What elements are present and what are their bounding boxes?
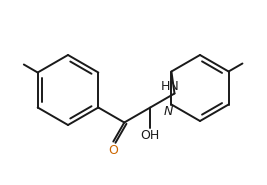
Text: HN: HN <box>161 80 180 93</box>
Text: N: N <box>164 105 173 118</box>
Text: OH: OH <box>141 129 160 142</box>
Text: O: O <box>108 144 118 157</box>
